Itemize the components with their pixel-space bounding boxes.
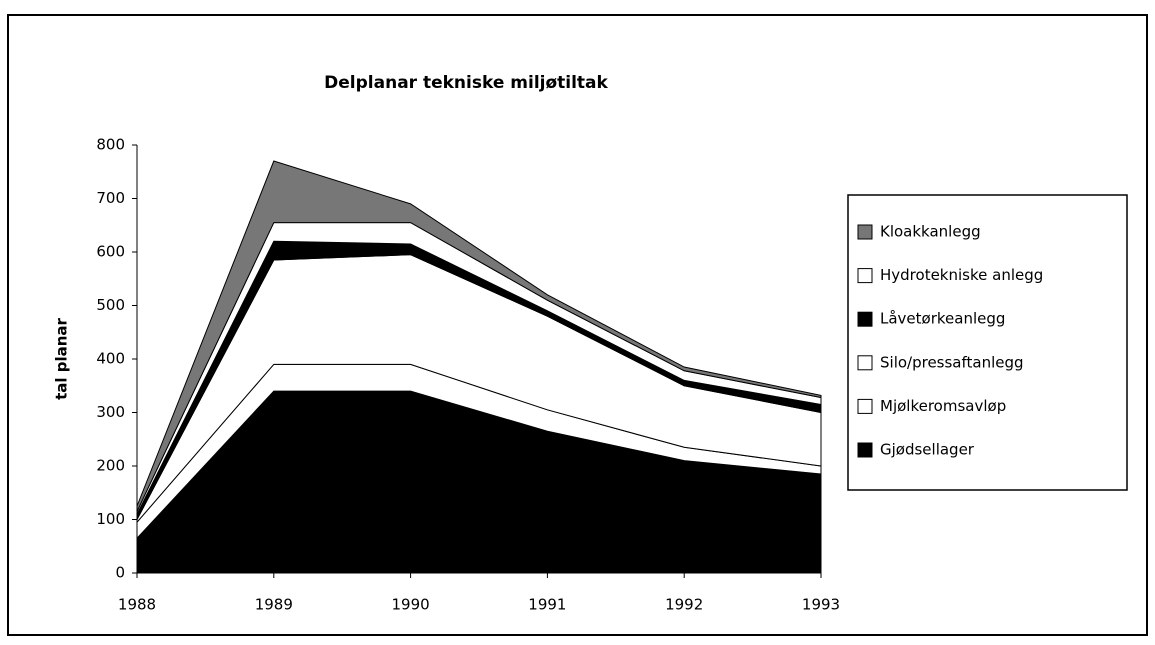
legend-label: Silo/pressaftanlegg [880,353,1024,371]
area [136,160,822,512]
x-tick-label: 1992 [665,596,703,614]
legend-label: Gjødsellager [880,441,975,459]
y-tick-label: 300 [96,403,125,421]
y-tick-label: 700 [96,189,125,207]
y-tick-label: 500 [96,296,125,314]
y-tick-label: 800 [96,136,125,154]
legend-swatch [857,355,873,371]
y-tick-label: 600 [96,243,125,261]
x-tick-label: 1991 [528,596,566,614]
x-tick-label: 1989 [255,596,293,614]
x-tick-label: 1988 [118,596,156,614]
y-tick-label: 0 [115,564,125,582]
legend-label: Kloakkanlegg [880,223,981,241]
chart-title: Delplanar tekniske miljøtiltak [324,73,608,93]
y-tick-label: 100 [96,510,125,528]
y-tick-label: 200 [96,457,125,475]
x-tick-label: 1993 [802,596,840,614]
x-tick-label: 1990 [392,596,430,614]
legend-label: Hydrotekniske anlegg [880,266,1043,284]
y-tick-label: 400 [96,350,125,368]
legend [847,194,1128,491]
legend-swatch [857,311,873,327]
legend-swatch [857,398,873,414]
legend-swatch [857,224,873,240]
y-axis-label: tal planar [53,317,71,399]
legend-label: Mjølkeromsavløp [880,397,1006,415]
legend-swatch [857,442,873,458]
legend-label: Låvetørkeanlegg [880,310,1005,328]
legend-swatch [857,268,873,284]
